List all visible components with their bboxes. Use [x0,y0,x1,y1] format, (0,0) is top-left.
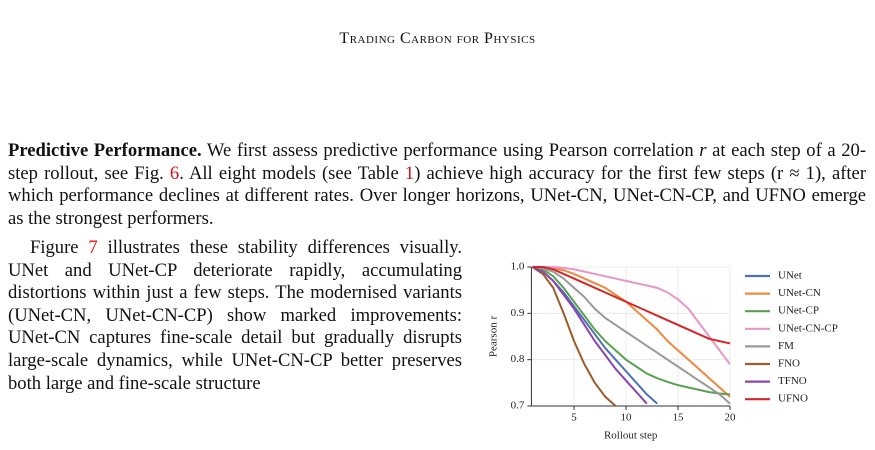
paragraph: Figure 7 illustrates these stability dif… [8,237,462,395]
text: Figure [30,237,89,258]
legend-label: FNO [778,358,800,370]
series-line [532,266,731,405]
x-axis-label: Rollout step [604,430,658,442]
text: We first assess predictive performance u… [201,140,700,161]
series-line [532,266,731,365]
legend-label: UNet-CN-CP [778,322,838,334]
legend-label: UNet-CN [778,287,821,299]
text: at each step of a 20-step rollout, see F… [8,140,867,184]
paragraph: Predictive Performance. We first assess … [8,140,866,230]
figure-ref[interactable]: 6 [169,162,180,184]
x-tick-label: 15 [673,412,685,424]
figure-ref[interactable]: 7 [88,237,98,258]
legend-label: TFNO [778,375,807,387]
legend-label: UNet-CP [778,305,819,317]
y-axis-label: Pearson r [488,316,500,358]
series-line [531,266,617,407]
series-line [532,266,731,398]
text: . All eight models (see Table [179,162,405,184]
series-line [532,266,731,396]
series-line [532,266,648,405]
x-tick-label: 20 [725,412,737,424]
series-line [532,266,731,345]
text: illustrates these stability differences … [8,237,463,394]
legend-label: UFNO [778,393,808,405]
y-tick-label: 1.0 [511,261,525,273]
table-ref[interactable]: 1 [404,162,415,184]
y-tick-label: 0.9 [511,307,525,319]
y-tick-label: 0.8 [511,353,525,365]
x-tick-label: 5 [571,412,577,424]
y-tick-label: 0.7 [511,400,525,412]
paragraph-heading: Predictive Performance. [8,140,202,161]
x-tick-label: 10 [621,412,633,424]
running-header: Trading Carbon for Physics [339,30,536,47]
math: r [699,140,707,161]
text: ) achieve high accuracy for the first fe… [8,162,867,229]
legend-label: FM [778,340,794,352]
legend-label: UNet [778,270,802,282]
